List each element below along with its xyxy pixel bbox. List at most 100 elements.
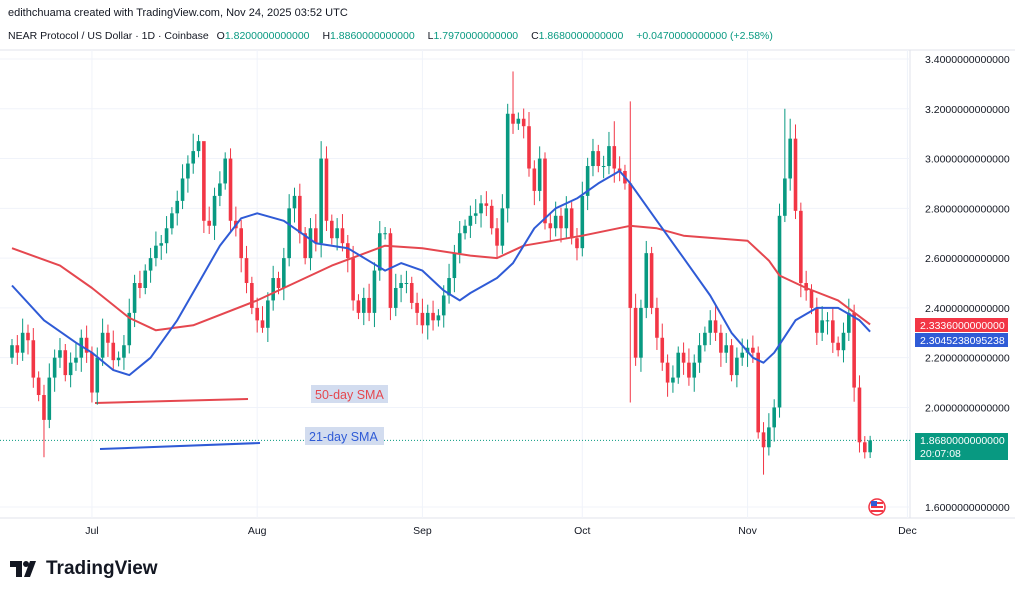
candle — [111, 330, 116, 371]
candle — [47, 363, 52, 429]
sma50-label-box — [311, 385, 388, 403]
candle-body — [10, 345, 14, 358]
candle-body — [372, 270, 377, 313]
time-axis[interactable]: Jul Aug Sep Oct Nov Dec — [85, 525, 917, 537]
candle-body — [106, 332, 110, 343]
candle-body — [122, 345, 126, 358]
candle — [660, 323, 665, 371]
candle — [671, 365, 675, 393]
candle — [601, 155, 606, 179]
high-label: H — [322, 30, 331, 42]
candle-body — [425, 312, 430, 326]
candle — [255, 297, 259, 333]
candle-body — [330, 220, 334, 239]
candle-body — [831, 320, 835, 343]
candle — [724, 333, 729, 363]
candle-body — [740, 352, 745, 358]
candle-body — [724, 345, 729, 353]
sma-lines — [11, 170, 871, 377]
candle-body — [127, 312, 132, 346]
candle-body — [484, 203, 489, 206]
candle-body — [596, 151, 601, 167]
candle-body — [617, 168, 622, 172]
candle — [868, 435, 872, 458]
candle-body — [260, 320, 265, 328]
candle-body — [612, 146, 617, 169]
price-tick-label: 3.0000000000000 — [925, 154, 1010, 166]
candle-body — [175, 200, 180, 214]
candle-body — [500, 208, 505, 246]
candle-body — [847, 312, 851, 333]
candle — [388, 228, 393, 321]
candle — [484, 191, 489, 217]
candle-body — [559, 215, 563, 229]
candle-body — [633, 307, 638, 358]
candle — [649, 246, 654, 315]
candle — [330, 214, 334, 245]
candle-body — [361, 297, 366, 313]
candle-body — [527, 126, 531, 169]
candle — [63, 343, 68, 382]
candle — [761, 422, 766, 475]
candle — [516, 112, 521, 130]
time-tick-label: Dec — [898, 525, 917, 537]
candle — [575, 228, 579, 261]
candle-body — [319, 158, 323, 244]
candle-body — [100, 332, 105, 358]
candle-body — [463, 225, 467, 234]
candle — [825, 312, 830, 335]
candle-body — [351, 258, 355, 301]
price-tick-label: 2.4000000000000 — [925, 303, 1010, 315]
candle-body — [148, 258, 153, 271]
candle-body — [266, 300, 270, 328]
candle — [543, 152, 547, 230]
candle-body — [255, 307, 259, 321]
candle-body — [186, 163, 190, 179]
candle-body — [799, 210, 803, 284]
candle — [266, 292, 270, 342]
candle-body — [287, 208, 291, 259]
candle — [457, 221, 462, 264]
candle-body — [564, 208, 569, 229]
candle-body — [26, 332, 30, 341]
candle — [10, 339, 14, 364]
candle — [234, 206, 238, 237]
candle — [783, 108, 787, 223]
candle-body — [393, 287, 398, 308]
candle — [367, 283, 371, 322]
price-axis[interactable]: 3.4000000000000 3.2000000000000 3.00000000… — [925, 54, 1010, 514]
tradingview-logo[interactable]: TradingView — [10, 558, 158, 580]
candle — [655, 297, 659, 350]
candle — [250, 276, 254, 315]
candle — [772, 399, 776, 442]
sma21-price-tag-text: 2.3045238095238 — [920, 335, 1005, 347]
us-flag-icon — [868, 498, 886, 516]
candle — [372, 262, 377, 328]
sma50-label: 50-day SMA — [315, 388, 384, 402]
candle — [106, 324, 110, 357]
candle-body — [665, 362, 670, 383]
candle-body — [735, 357, 739, 376]
candle — [847, 298, 851, 342]
candle — [740, 338, 745, 366]
candle — [164, 216, 169, 254]
candle — [148, 247, 153, 283]
candle-body — [191, 151, 196, 164]
high-value: 1.8860000000000 — [330, 30, 415, 42]
candle-body — [356, 300, 361, 313]
candle — [713, 306, 718, 342]
candle-body — [809, 290, 814, 308]
candle-body — [505, 113, 510, 209]
candle-body — [170, 213, 174, 229]
candle — [356, 294, 361, 320]
candle-body — [687, 362, 691, 378]
candle-body — [649, 253, 654, 308]
candle — [537, 146, 542, 202]
candle-body — [841, 332, 846, 351]
candle-body — [431, 312, 435, 321]
candle — [90, 346, 94, 403]
candle-body — [511, 113, 515, 124]
candle — [415, 292, 419, 326]
close-label: C — [531, 30, 539, 42]
